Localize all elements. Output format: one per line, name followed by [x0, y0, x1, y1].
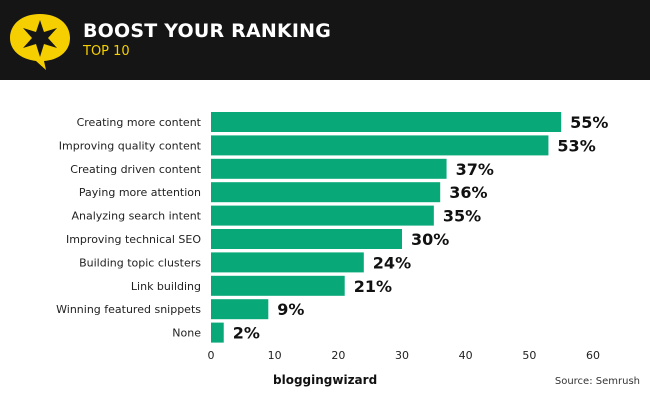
x-tick-label: 20 — [331, 349, 345, 362]
star-speech-bubble-icon — [10, 14, 70, 70]
bar — [211, 299, 269, 320]
data-label: 2% — [233, 324, 260, 343]
source-note: Source: Semrush — [554, 376, 640, 387]
data-label: 55% — [570, 113, 608, 132]
bar — [211, 252, 364, 273]
x-tick-label: 0 — [208, 349, 215, 362]
bar — [211, 182, 441, 203]
data-label: 9% — [277, 300, 304, 319]
data-label: 36% — [449, 183, 487, 202]
page-subtitle: TOP 10 — [83, 44, 130, 59]
category-label: None — [172, 327, 201, 340]
bar — [211, 112, 562, 132]
category-label: Analyzing search intent — [71, 210, 201, 223]
data-label: 30% — [411, 230, 449, 249]
x-tick-label: 10 — [268, 349, 282, 362]
bar — [211, 275, 345, 296]
x-tick-label: 30 — [395, 349, 409, 362]
page-title: BOOST YOUR RANKING — [83, 20, 332, 42]
bar — [211, 229, 402, 249]
header: BOOST YOUR RANKING TOP 10 — [0, 0, 650, 80]
category-label: Improving quality content — [59, 139, 202, 152]
category-label: Paying more attention — [79, 186, 201, 199]
data-label: 53% — [557, 136, 595, 155]
category-label: Improving technical SEO — [66, 233, 201, 246]
category-label: Winning featured snippets — [56, 303, 201, 316]
bar — [211, 135, 549, 156]
x-tick-label: 50 — [522, 349, 536, 362]
data-label: 24% — [373, 253, 411, 272]
bar — [211, 322, 224, 343]
category-label: Creating more content — [77, 116, 202, 129]
category-label: Building topic clusters — [79, 256, 201, 269]
category-label: Link building — [131, 280, 201, 293]
data-label: 35% — [443, 207, 481, 226]
x-tick-label: 60 — [586, 349, 600, 362]
data-label: 37% — [456, 160, 494, 179]
category-label: Creating driven content — [70, 163, 201, 176]
data-label: 21% — [354, 277, 392, 296]
brand-logo: bloggingwizard — [273, 373, 378, 387]
bar — [211, 205, 434, 226]
bar — [211, 158, 447, 179]
x-tick-label: 40 — [459, 349, 473, 362]
